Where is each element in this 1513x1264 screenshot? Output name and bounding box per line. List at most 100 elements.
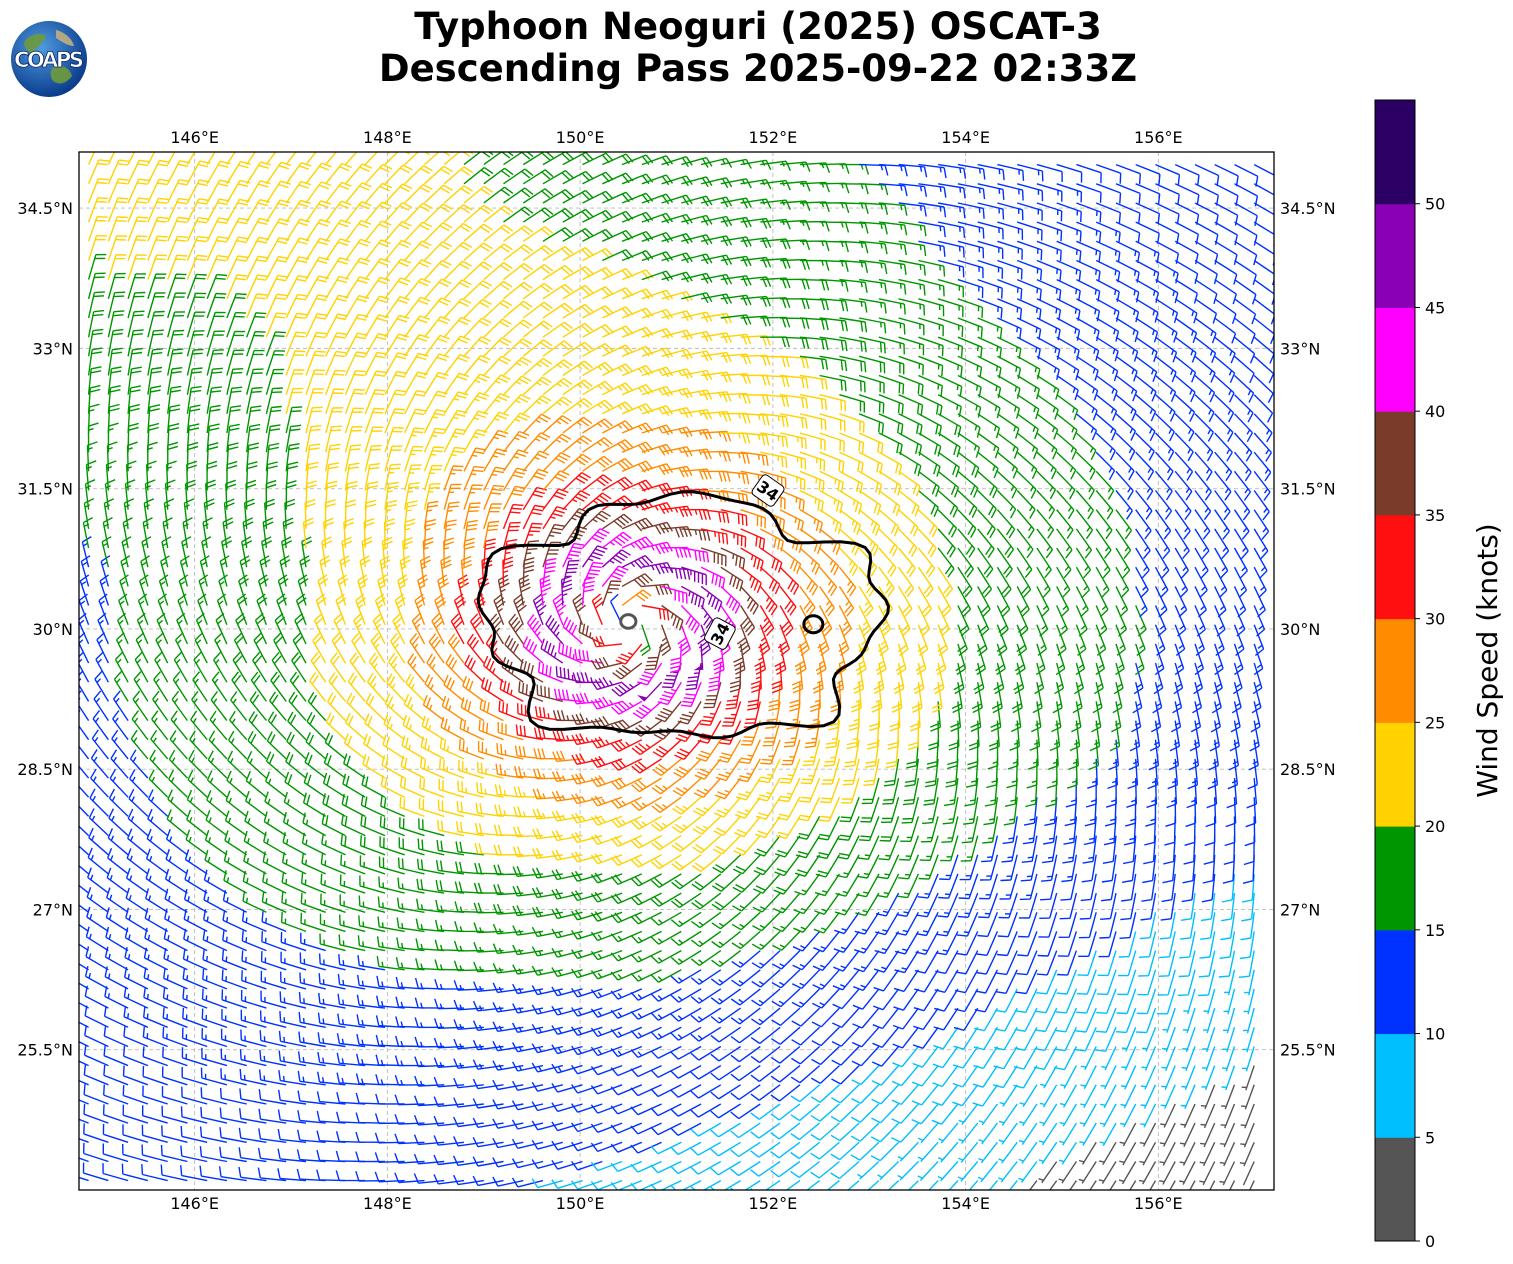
wind-barb <box>1174 528 1190 560</box>
wind-barb <box>377 916 405 933</box>
wind-barb <box>206 255 228 280</box>
colorbar-segment <box>1375 514 1415 620</box>
wind-barb <box>483 538 496 568</box>
wind-barb <box>87 235 107 261</box>
wind-barb <box>400 776 425 798</box>
wind-barb <box>893 969 919 993</box>
wind-barb <box>918 394 943 417</box>
wind-barb <box>344 238 371 261</box>
wind-barb <box>898 355 924 376</box>
wind-barb <box>201 1008 228 1028</box>
wind-barb <box>424 222 453 242</box>
wind-barb <box>661 465 693 478</box>
wind-barb <box>898 413 923 436</box>
wind-barb <box>149 749 169 779</box>
wind-barb <box>740 159 772 171</box>
wind-barb <box>650 892 682 907</box>
wind-barb <box>1056 163 1083 183</box>
wind-barb <box>107 178 129 204</box>
wind-barb <box>590 775 623 788</box>
wind-barb <box>753 873 781 894</box>
wind-barb <box>1120 1065 1137 1090</box>
wind-barb <box>423 353 450 376</box>
wind-barb <box>221 989 247 1009</box>
wind-barb <box>1060 1065 1078 1089</box>
wind-barb <box>103 498 115 530</box>
wind-barb <box>201 1047 228 1067</box>
wind-barb <box>690 1045 722 1061</box>
wind-barb <box>770 1122 801 1140</box>
wind-barb <box>310 652 327 683</box>
wind-barb <box>1054 1046 1078 1071</box>
wind-barb <box>1182 854 1196 884</box>
wind-barb <box>960 835 979 862</box>
wind-barb <box>344 219 372 242</box>
wind-barb <box>145 888 169 913</box>
wind-barb <box>904 758 920 787</box>
wind-barb <box>167 273 187 300</box>
wind-barb <box>977 509 996 539</box>
wind-barb <box>700 312 733 324</box>
wind-barb <box>186 330 205 357</box>
wind-barb <box>650 1179 682 1190</box>
wind-barb <box>1013 1046 1038 1070</box>
wind-barb <box>424 203 453 223</box>
wind-barb <box>917 1141 939 1163</box>
wind-barb <box>917 547 936 578</box>
wind-barb <box>84 966 109 990</box>
wind-barb <box>1123 816 1137 846</box>
wind-barb <box>1135 221 1160 244</box>
wind-barb <box>807 701 821 731</box>
wind-barb <box>916 911 939 937</box>
wind-barb <box>79 963 89 971</box>
wind-barb <box>492 923 524 935</box>
wind-barb <box>113 670 129 702</box>
wind-barb <box>265 424 281 453</box>
wind-barb <box>701 450 731 462</box>
wind-barb <box>474 862 504 875</box>
wind-barb <box>897 1161 919 1181</box>
wind-barb <box>511 1100 544 1111</box>
wind-barb <box>316 1091 346 1105</box>
wind-barb <box>472 1175 504 1187</box>
wind-barb <box>1036 221 1063 242</box>
wind-barb <box>997 317 1022 340</box>
wind-barb <box>277 1168 307 1182</box>
wind-barb <box>466 633 485 664</box>
wind-barb <box>670 911 702 928</box>
wind-barb <box>857 1160 880 1180</box>
wind-barb <box>610 796 643 809</box>
wind-barb <box>249 691 267 722</box>
wind-barb <box>1115 202 1141 224</box>
wind-barb <box>1200 1084 1216 1110</box>
wind-barb <box>610 758 643 771</box>
wind-barb <box>621 536 654 551</box>
wind-barb <box>87 384 101 414</box>
wind-barb <box>1179 1161 1196 1185</box>
wind-barb <box>897 1141 919 1162</box>
wind-barb <box>88 808 109 837</box>
wind-barb <box>512 983 544 995</box>
wind-barb <box>193 651 208 683</box>
wind-barb <box>531 965 563 976</box>
wind-barb <box>108 788 129 817</box>
wind-barb <box>1189 720 1201 752</box>
wind-barb <box>815 854 840 878</box>
wind-barb <box>1174 432 1194 462</box>
wind-barb <box>220 1028 247 1048</box>
wind-barb <box>494 804 524 818</box>
wind-barb <box>107 403 120 434</box>
wind-barb <box>1253 355 1274 384</box>
wind-barb <box>536 684 563 703</box>
wind-barb <box>582 266 614 281</box>
wind-barb <box>731 950 761 968</box>
wind-barb <box>1112 682 1123 714</box>
wind-barb <box>512 865 544 877</box>
wind-barb <box>335 1150 366 1163</box>
wind-barb <box>287 711 307 741</box>
wind-barb <box>878 835 900 861</box>
wind-barb <box>1076 355 1099 381</box>
wind-barb <box>364 407 385 434</box>
wind-barb <box>376 955 405 971</box>
wind-barb <box>183 498 195 529</box>
